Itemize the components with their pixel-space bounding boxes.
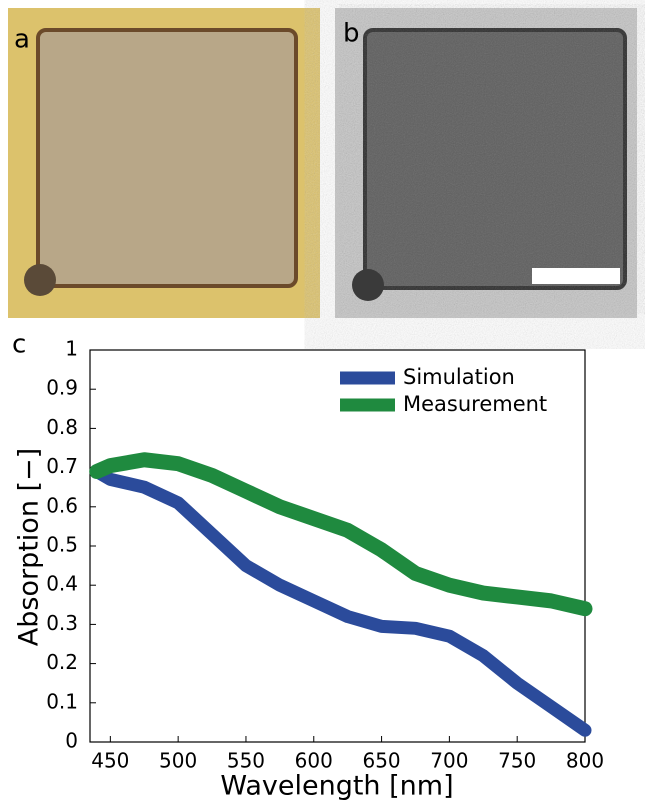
- x-tick-label: 800: [566, 749, 604, 773]
- y-tick-label: 0.7: [46, 454, 78, 478]
- x-tick-label: 450: [91, 749, 129, 773]
- legend-label: Measurement: [403, 392, 547, 416]
- y-tick-label: 0.2: [46, 650, 78, 674]
- y-tick-label: 0.5: [46, 533, 78, 557]
- x-tick-label: 500: [159, 749, 197, 773]
- data-line: [89, 452, 593, 617]
- y-tick-label: 0.9: [46, 376, 78, 400]
- y-tick-label: 0.8: [46, 415, 78, 439]
- x-axis-label: Wavelength [nm]: [220, 771, 453, 802]
- panel-label: b: [343, 19, 360, 49]
- y-tick-label: 0.3: [46, 611, 78, 635]
- panel-label: c: [12, 330, 26, 360]
- panel-label: a: [14, 25, 30, 55]
- x-tick-label: 750: [498, 749, 536, 773]
- y-axis-label: Absorption [−]: [14, 448, 45, 646]
- x-tick-label: 650: [362, 749, 400, 773]
- scale-bar: [532, 268, 620, 284]
- x-tick-label: 600: [295, 749, 333, 773]
- x-tick-label: 700: [430, 749, 468, 773]
- y-tick-label: 0: [65, 729, 78, 753]
- data-line: [90, 465, 592, 737]
- y-tick-label: 1: [65, 337, 78, 361]
- photo-b: [335, 8, 637, 318]
- y-tick-label: 0.4: [46, 572, 78, 596]
- y-tick-label: 0.1: [46, 689, 78, 713]
- photo-a: [8, 8, 320, 318]
- x-tick-label: 550: [227, 749, 265, 773]
- legend-label: Simulation: [403, 365, 515, 389]
- y-tick-label: 0.6: [46, 493, 78, 517]
